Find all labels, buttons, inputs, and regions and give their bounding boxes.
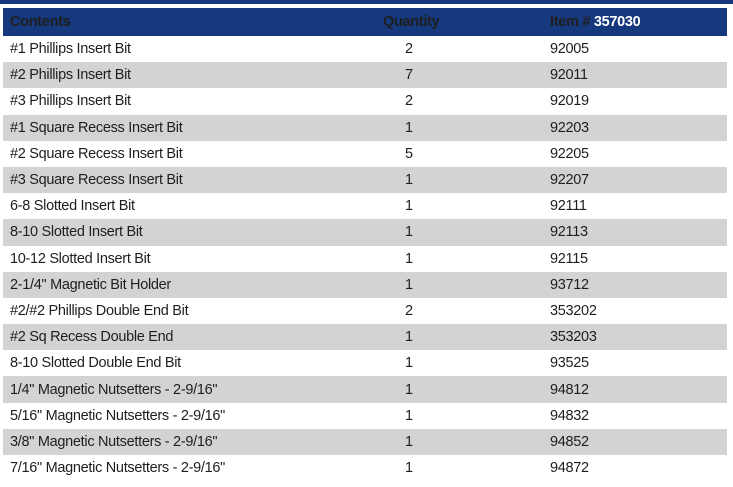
- column-header-contents: Contents: [10, 14, 71, 30]
- item-number-label: Item #: [550, 14, 591, 30]
- contents-cell: #3 Phillips Insert Bit: [10, 93, 131, 110]
- item-number-cell: 353202: [550, 302, 597, 319]
- top-border-rule: [0, 0, 733, 4]
- quantity-cell: 7: [405, 67, 413, 84]
- table-row: 2-1/4" Magnetic Bit Holder 1 93712: [3, 271, 727, 298]
- contents-table: Contents Quantity Item # 357030 #1 Phill…: [3, 8, 727, 482]
- item-number-cell: 94832: [550, 407, 589, 424]
- table-header-row: Contents Quantity Item # 357030: [3, 8, 727, 36]
- item-number-cell: 92203: [550, 119, 589, 136]
- quantity-cell: 1: [405, 407, 413, 424]
- quantity-cell: 1: [405, 329, 413, 346]
- item-number-cell: 94852: [550, 433, 589, 450]
- table-row: 3/8" Magnetic Nutsetters - 2-9/16" 1 94852: [3, 428, 727, 455]
- contents-cell: 5/16" Magnetic Nutsetters - 2-9/16": [10, 407, 225, 424]
- item-number-value: 357030: [593, 14, 641, 30]
- quantity-cell: 1: [405, 460, 413, 477]
- item-number-cell: 93525: [550, 355, 589, 372]
- contents-cell: #1 Phillips Insert Bit: [10, 41, 131, 58]
- item-number-cell: 92005: [550, 41, 589, 58]
- quantity-cell: 2: [405, 41, 413, 58]
- contents-cell: 10-12 Slotted Insert Bit: [10, 250, 151, 267]
- column-header-quantity: Quantity: [383, 14, 440, 30]
- table-row: 6-8 Slotted Insert Bit 1 92111: [3, 193, 727, 220]
- table-row: 8-10 Slotted Insert Bit 1 92113: [3, 219, 727, 246]
- item-number-cell: 92113: [550, 224, 588, 241]
- contents-cell: #2 Sq Recess Double End: [10, 329, 174, 346]
- contents-cell: 7/16" Magnetic Nutsetters - 2-9/16": [10, 460, 225, 477]
- quantity-cell: 1: [405, 433, 413, 450]
- contents-cell: #2 Phillips Insert Bit: [10, 67, 131, 84]
- contents-cell: #2 Square Recess Insert Bit: [10, 145, 183, 162]
- quantity-cell: 1: [405, 172, 413, 189]
- contents-cell: #3 Square Recess Insert Bit: [10, 172, 183, 189]
- item-number-cell: 92207: [550, 172, 589, 189]
- item-number-cell: 353203: [550, 329, 597, 346]
- table-row: #3 Square Recess Insert Bit 1 92207: [3, 166, 727, 194]
- quantity-cell: 1: [405, 381, 413, 398]
- contents-cell: 3/8" Magnetic Nutsetters - 2-9/16": [10, 433, 218, 450]
- quantity-cell: 2: [405, 93, 413, 110]
- table-row: #1 Phillips Insert Bit 2 92005: [3, 36, 727, 63]
- table-row: #1 Square Recess Insert Bit 1 92203: [3, 114, 727, 141]
- item-number-cell: 92205: [550, 145, 589, 162]
- quantity-cell: 5: [405, 145, 413, 162]
- table-row: 1/4" Magnetic Nutsetters - 2-9/16" 1 94812: [3, 376, 727, 403]
- table-row: 7/16" Magnetic Nutsetters - 2-9/16" 1 9487…: [3, 455, 727, 482]
- item-number-cell: 92011: [550, 67, 588, 84]
- table-row: #2 Phillips Insert Bit 7 92011: [3, 62, 727, 89]
- quantity-cell: 1: [405, 250, 413, 267]
- table-row: 5/16" Magnetic Nutsetters - 2-9/16" 1 9483…: [3, 402, 727, 429]
- item-number-cell: 92019: [550, 93, 589, 110]
- contents-cell: #2/#2 Phillips Double End Bit: [10, 302, 189, 319]
- contents-cell: #1 Square Recess Insert Bit: [10, 119, 183, 136]
- item-number-cell: 92115: [550, 250, 588, 267]
- quantity-cell: 1: [405, 355, 413, 372]
- item-number-cell: 93712: [550, 276, 589, 293]
- table-body: #1 Phillips Insert Bit 2 92005 #2 Phillips …: [3, 36, 727, 482]
- table-row: #2/#2 Phillips Double End Bit 2 353202: [3, 297, 727, 325]
- table-row: #2 Sq Recess Double End 1 353203: [3, 324, 727, 351]
- quantity-cell: 1: [405, 276, 413, 293]
- item-number-cell: 94812: [550, 381, 589, 398]
- item-number-cell: 92111: [550, 198, 587, 215]
- contents-cell: 8-10 Slotted Insert Bit: [10, 224, 143, 241]
- table-row: #2 Square Recess Insert Bit 5 92205: [3, 140, 727, 167]
- table-row: #3 Phillips Insert Bit 2 92019: [3, 88, 727, 115]
- contents-cell: 8-10 Slotted Double End Bit: [10, 355, 181, 372]
- quantity-cell: 1: [405, 198, 413, 215]
- table-row: 8-10 Slotted Double End Bit 1 93525: [3, 350, 727, 377]
- item-number-cell: 94872: [550, 460, 589, 477]
- quantity-cell: 2: [405, 302, 413, 319]
- contents-cell: 1/4" Magnetic Nutsetters - 2-9/16": [10, 381, 218, 398]
- quantity-cell: 1: [405, 224, 413, 241]
- contents-cell: 6-8 Slotted Insert Bit: [10, 198, 135, 215]
- quantity-cell: 1: [405, 119, 413, 136]
- column-header-item: Item # 357030: [550, 14, 727, 30]
- contents-cell: 2-1/4" Magnetic Bit Holder: [10, 276, 171, 293]
- table-row: 10-12 Slotted Insert Bit 1 92115: [3, 245, 727, 272]
